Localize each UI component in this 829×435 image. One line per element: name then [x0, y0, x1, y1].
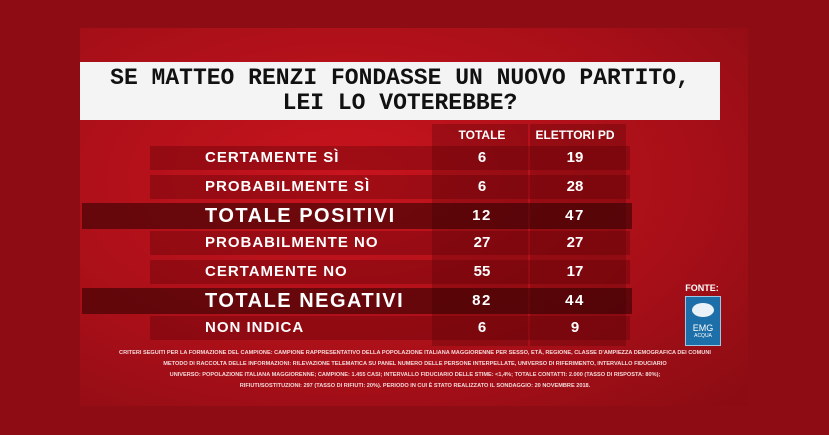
cell: 19 [566, 149, 584, 166]
cell: 6 [477, 149, 487, 166]
cell: 27 [473, 234, 491, 251]
cell: 47 [565, 207, 585, 224]
footnote-line: UNIVERSO: POPOLAZIONE ITALIANA MAGGIOREN… [169, 372, 661, 378]
cell: 44 [565, 292, 585, 309]
row-label: PROBABILMENTE SÌ [205, 178, 371, 195]
cell: 6 [477, 178, 487, 195]
footnote-line: CRITERI SEGUITI PER LA FORMAZIONE DEL CA… [119, 350, 711, 356]
logo-text: EMG [692, 323, 714, 333]
footnote-line: RIFIUTI/SOSTITUZIONI: 297 (TASSO DI RIFI… [239, 383, 591, 389]
row-label: TOTALE NEGATIVI [205, 290, 405, 312]
cell: 28 [566, 178, 584, 195]
row-bg [150, 316, 630, 340]
cell: 9 [570, 319, 580, 336]
cell: 6 [477, 319, 487, 336]
footnote-line: METODO DI RACCOLTA DELLE INFORMAZIONI: R… [163, 361, 667, 367]
row-label: TOTALE POSITIVI [205, 205, 396, 227]
source-label: FONTE: [685, 283, 719, 293]
row-bg [150, 146, 630, 170]
column-header: TOTALE [458, 128, 506, 142]
row-bg [150, 175, 630, 199]
column-header: ELETTORI PD [535, 128, 615, 142]
row-label: CERTAMENTE NO [205, 263, 348, 280]
cell: 27 [566, 234, 584, 251]
source-logo: EMG ACQUA [685, 296, 721, 346]
row-bg [82, 203, 632, 229]
row-label: NON INDICA [205, 319, 305, 336]
title-box: SE MATTEO RENZI FONDASSE UN NUOVO PARTIT… [80, 62, 720, 120]
cell: 17 [566, 263, 584, 280]
cell: 82 [472, 292, 492, 309]
row-bg [150, 260, 630, 284]
logo-subtext: ACQUA [694, 333, 712, 339]
cell: 55 [473, 263, 491, 280]
row-label: CERTAMENTE SÌ [205, 149, 340, 166]
row-bg [150, 231, 630, 255]
title-line: LEI LO VOTEREBBE? [282, 90, 518, 116]
row-label: PROBABILMENTE NO [205, 234, 379, 251]
row-bg [82, 288, 632, 314]
cell: 12 [472, 207, 492, 224]
title-line: SE MATTEO RENZI FONDASSE UN NUOVO PARTIT… [110, 65, 690, 91]
